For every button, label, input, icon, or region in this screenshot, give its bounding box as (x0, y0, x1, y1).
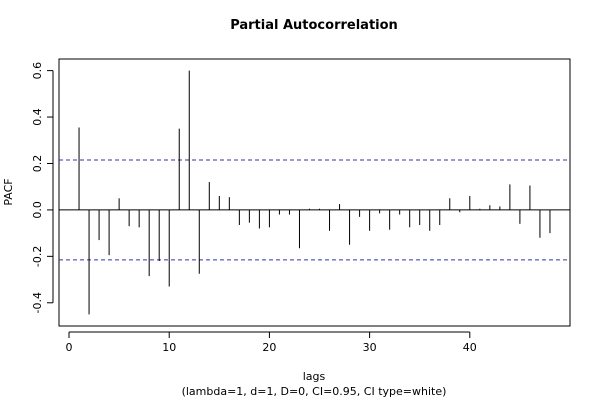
chart-title: Partial Autocorrelation (230, 18, 398, 33)
x-axis: 0 10 20 30 40 (66, 331, 477, 354)
y-tick-label: 0.0 (31, 201, 44, 219)
x-tick-label: 10 (162, 341, 176, 354)
pacf-bars (78, 70, 551, 315)
y-tick-label: -0.4 (31, 292, 44, 313)
plot-frame (58, 58, 571, 327)
x-tick-label: 30 (363, 341, 377, 354)
y-tick-label: -0.2 (31, 246, 44, 267)
y-axis: -0.4 -0.2 0.0 0.2 0.4 0.6 (31, 62, 54, 314)
y-tick-label: 0.2 (31, 155, 44, 173)
reference-lines (59, 159, 570, 261)
x-axis-label: lags (303, 370, 326, 383)
x-tick-label: 20 (262, 341, 276, 354)
x-tick-label: 0 (66, 341, 73, 354)
y-axis-label: PACF (2, 178, 15, 205)
chart-subtitle: (lambda=1, d=1, D=0, CI=0.95, CI type=wh… (182, 385, 447, 398)
y-tick-label: 0.4 (31, 108, 44, 126)
x-tick-label: 40 (463, 341, 477, 354)
y-tick-label: 0.6 (31, 62, 44, 80)
